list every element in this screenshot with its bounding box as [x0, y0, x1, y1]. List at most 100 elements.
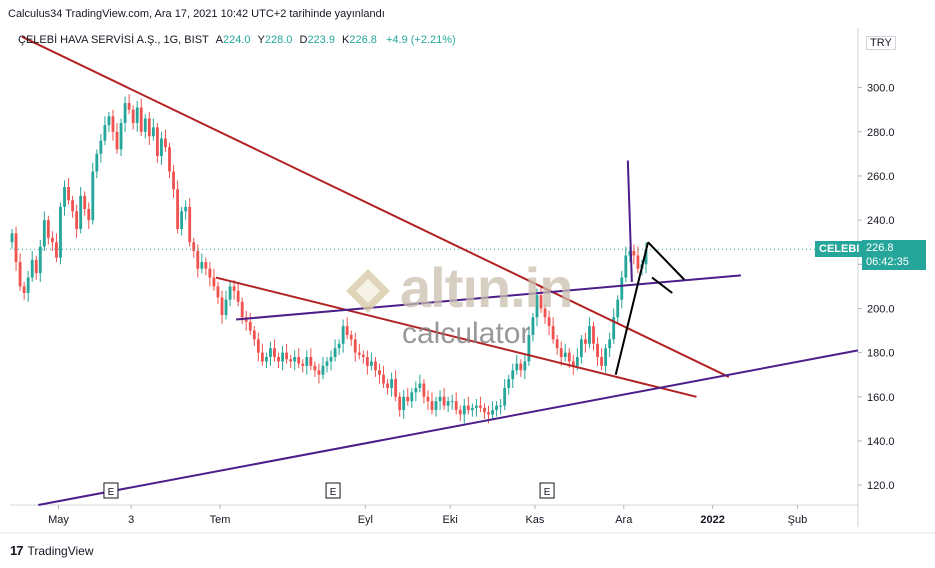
- y-tick-label: 140.0: [867, 436, 895, 448]
- candle-body: [26, 277, 30, 293]
- candle-body: [418, 383, 422, 388]
- candle-body: [584, 339, 587, 344]
- candle-body: [281, 352, 284, 362]
- y-tick-label: 280.0: [867, 127, 895, 139]
- candle-body: [30, 259, 34, 278]
- candle-body: [155, 127, 159, 157]
- candle-body: [164, 138, 167, 148]
- candle-body: [208, 268, 212, 278]
- candle-body: [71, 200, 75, 212]
- candle-body: [196, 251, 200, 269]
- x-tick-label: Ara: [615, 514, 633, 526]
- candle-body: [394, 379, 398, 397]
- x-tick-label: 2022: [700, 514, 724, 526]
- candle-body: [143, 118, 147, 132]
- candle-body: [192, 242, 196, 252]
- candle-body: [579, 339, 583, 358]
- x-tick-label: Tem: [210, 514, 231, 526]
- currency-badge[interactable]: TRY: [866, 36, 896, 50]
- trendline-rising-support: [38, 349, 859, 506]
- candle-body: [519, 363, 523, 371]
- candle-body: [479, 405, 482, 408]
- y-tick-label: 200.0: [867, 303, 895, 315]
- candle-body: [539, 295, 543, 309]
- candle-body: [10, 233, 14, 243]
- candle-body: [131, 109, 135, 123]
- candle-body: [474, 405, 478, 408]
- candle-body: [499, 405, 503, 407]
- candle-body: [317, 370, 321, 375]
- candle-body: [374, 361, 377, 371]
- trendline-flagpole: [626, 160, 633, 282]
- candle-body: [285, 352, 289, 360]
- candle-body: [172, 171, 175, 190]
- high-value: 228.0: [264, 34, 293, 46]
- candle-body: [309, 357, 313, 366]
- symbol-name[interactable]: ÇELEBİ HAVA SERVİSİ A.Ş., 1G, BIST: [18, 34, 209, 46]
- trendline-neckline: [236, 274, 741, 321]
- candle-body: [511, 370, 515, 380]
- x-tick-label: Kas: [525, 514, 544, 526]
- close-label: K: [342, 34, 350, 46]
- change-value: +4.9 (+2.21%): [385, 34, 456, 46]
- candle-body: [79, 195, 83, 229]
- candle-body: [83, 195, 87, 210]
- candle-body: [87, 209, 91, 221]
- y-tick-label: 120.0: [867, 480, 895, 492]
- candle-body: [341, 326, 345, 344]
- candle-body: [289, 359, 293, 362]
- low-value: 223.9: [307, 34, 335, 46]
- bar-countdown: 06:42:35: [866, 256, 909, 268]
- candle-body: [422, 383, 426, 397]
- candle-body: [103, 125, 107, 141]
- earnings-marker: [103, 482, 119, 499]
- earnings-marker-label: E: [108, 487, 115, 498]
- symbol-price-tag: CELEBI: [815, 241, 864, 257]
- candle-body: [390, 379, 394, 388]
- candle-body: [434, 401, 438, 411]
- candle-body: [632, 251, 636, 256]
- candle-body: [620, 277, 624, 300]
- trendline-pennant-upper: [647, 241, 686, 281]
- open-label: A: [215, 34, 223, 46]
- candle-body: [559, 348, 563, 358]
- candle-body: [99, 140, 103, 154]
- candle-body: [232, 286, 236, 291]
- candle-body: [616, 299, 620, 318]
- candle-body: [608, 339, 612, 349]
- candle-body: [592, 326, 595, 344]
- candle-body: [123, 103, 127, 123]
- last-price-value: 226.8: [866, 242, 894, 254]
- earnings-marker-label: E: [330, 487, 337, 498]
- candle-body: [151, 127, 155, 137]
- trendline-pennant-lower: [651, 276, 673, 294]
- candle-body: [414, 387, 418, 393]
- candle-body: [575, 357, 579, 366]
- candle-body: [273, 348, 276, 358]
- candle-body: [188, 206, 192, 243]
- x-tick-label: May: [48, 514, 69, 526]
- tradingview-logo-icon[interactable]: 17: [10, 543, 24, 558]
- footer: 17 TradingView: [10, 543, 94, 558]
- tradingview-brand[interactable]: TradingView: [27, 543, 94, 558]
- candle-body: [265, 357, 268, 362]
- candle-body: [127, 103, 131, 110]
- candle-body: [14, 233, 18, 263]
- candle-body: [491, 410, 494, 415]
- candle-body: [523, 361, 527, 371]
- trendline-falling-wedge-upper: [215, 276, 697, 398]
- candle-body: [596, 343, 599, 358]
- candle-body: [176, 189, 179, 229]
- candle-body: [386, 383, 389, 388]
- y-tick-label: 160.0: [867, 392, 895, 404]
- candle-body: [67, 187, 70, 201]
- publish-header: Calculus34 TradingView.com, Ara 17, 2021…: [8, 8, 385, 20]
- candle-body: [378, 370, 381, 375]
- earnings-marker-label: E: [544, 487, 551, 498]
- earnings-marker: [539, 482, 555, 499]
- open-value: 224.0: [222, 34, 251, 46]
- candle-body: [345, 326, 349, 335]
- candle-body: [527, 334, 531, 362]
- candle-body: [75, 211, 79, 229]
